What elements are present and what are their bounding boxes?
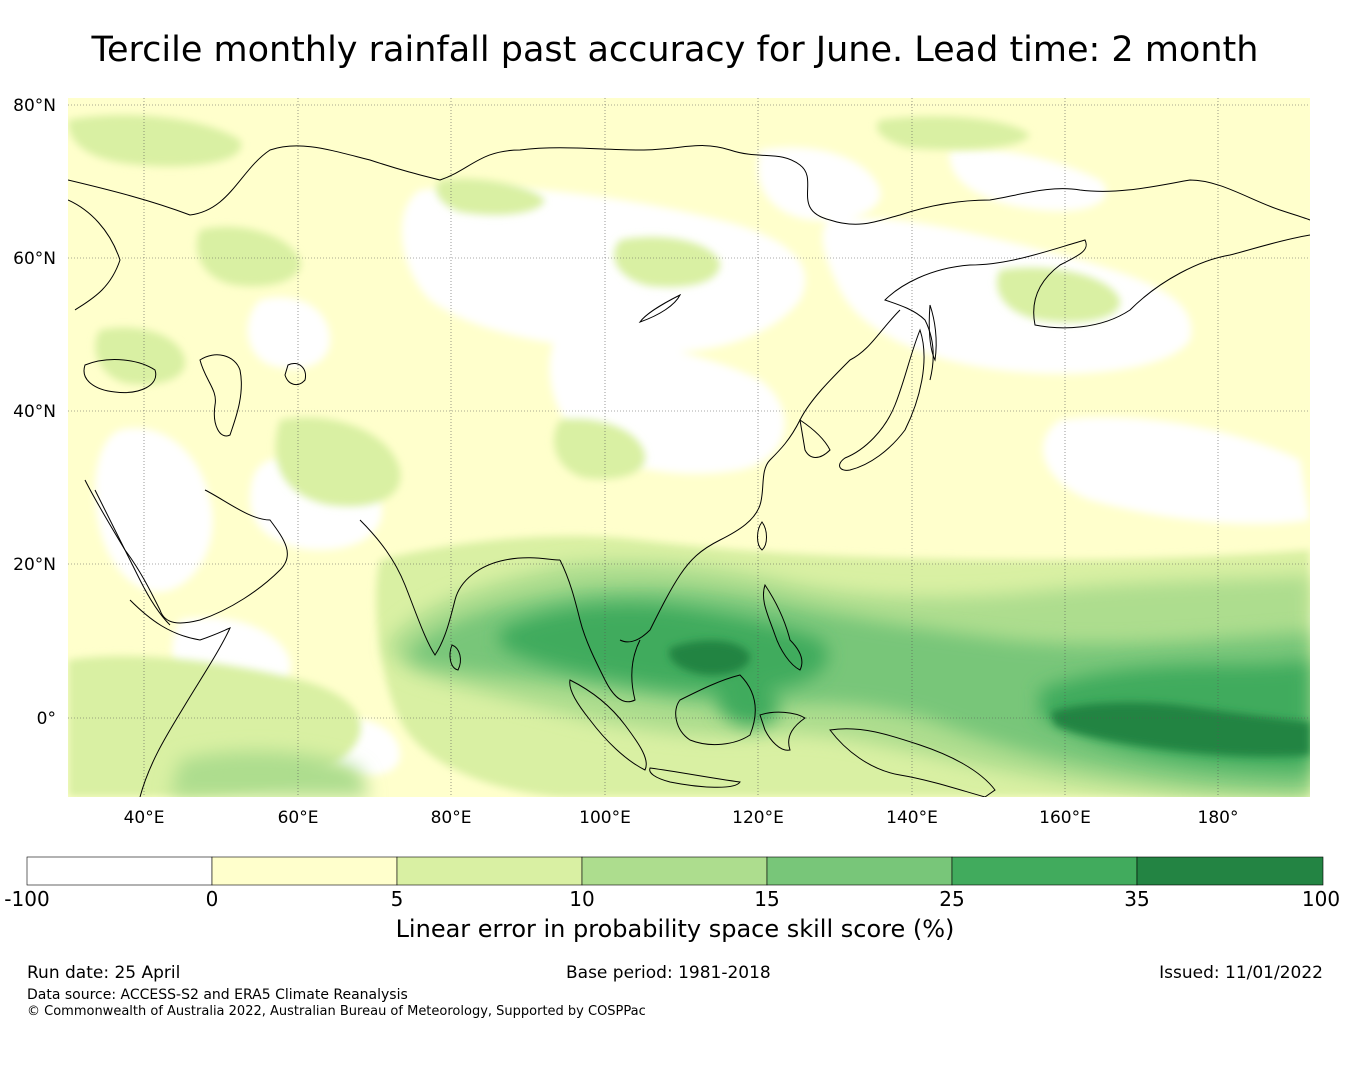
colorbar-tick: -100 — [4, 887, 49, 911]
negative-skill-areas — [95, 147, 1310, 775]
lon-tick: 180° — [1198, 808, 1239, 828]
issued-date: Issued: 11/01/2022 — [1159, 963, 1323, 983]
base-period: Base period: 1981-2018 — [566, 963, 771, 983]
colorbar-tick: 100 — [1302, 887, 1340, 911]
map-title: Tercile monthly rainfall past accuracy f… — [91, 30, 1259, 70]
colorbar-tick: 0 — [206, 887, 219, 911]
lon-tick: 160°E — [1039, 808, 1091, 828]
coastlines — [68, 145, 1310, 797]
skill-35-100-areas — [669, 640, 1310, 757]
data-source: Data source: ACCESS-S2 and ERA5 Climate … — [27, 987, 408, 1003]
lon-tick: 60°E — [278, 808, 319, 828]
lon-tick: 80°E — [431, 808, 472, 828]
colorbar-tick: 10 — [569, 887, 594, 911]
lat-axis: 80°N 60°N 40°N 20°N 0° — [13, 96, 56, 729]
gridlines — [68, 98, 1310, 797]
lon-tick: 140°E — [886, 808, 938, 828]
colorbar-segment — [1136, 856, 1324, 886]
colorbar: -100 0 5 10 15 25 35 100 — [4, 856, 1340, 911]
lat-tick: 20°N — [13, 555, 56, 575]
colorbar-tick: 35 — [1124, 887, 1149, 911]
colorbar-segment — [211, 856, 398, 886]
colorbar-tick: 5 — [391, 887, 404, 911]
lat-tick: 40°N — [13, 402, 56, 422]
lat-tick: 0° — [37, 709, 56, 729]
colorbar-title: Linear error in probability space skill … — [395, 915, 955, 943]
lon-axis: 40°E 60°E 80°E 100°E 120°E 140°E 160°E 1… — [124, 808, 1239, 828]
colorbar-tick: 25 — [939, 887, 964, 911]
skill-field — [68, 98, 1310, 797]
lat-tick: 60°N — [13, 249, 56, 269]
lon-tick: 100°E — [579, 808, 631, 828]
colorbar-segment — [766, 856, 953, 886]
lat-tick: 80°N — [13, 96, 56, 116]
run-date: Run date: 25 April — [27, 963, 181, 983]
lon-tick: 40°E — [124, 808, 165, 828]
lon-tick: 120°E — [732, 808, 784, 828]
copyright: © Commonwealth of Australia 2022, Austra… — [27, 1004, 646, 1019]
colorbar-segment — [396, 856, 583, 886]
colorbar-segment — [951, 856, 1138, 886]
colorbar-tick: 15 — [754, 887, 779, 911]
colorbar-segment — [581, 856, 768, 886]
colorbar-segment — [26, 856, 213, 886]
